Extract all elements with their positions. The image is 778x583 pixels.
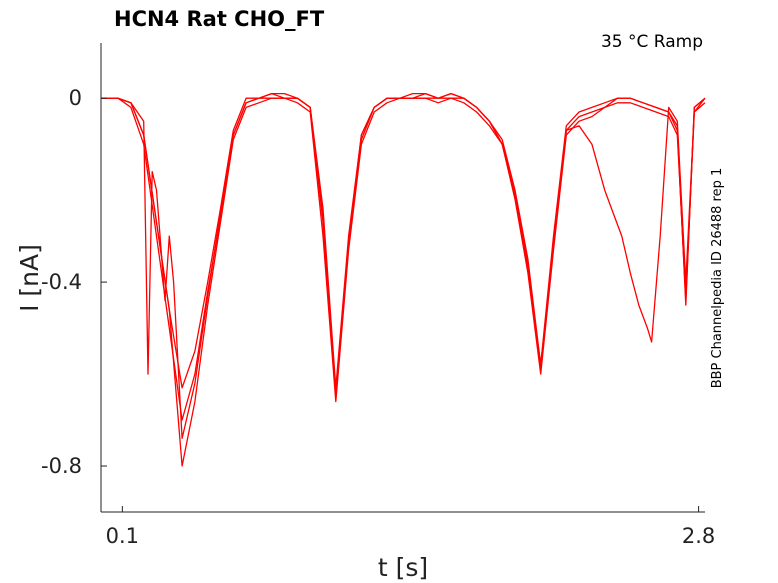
x-ticks: 0.1 2.8 xyxy=(106,506,715,548)
y-tick-label-0: 0 xyxy=(69,86,82,110)
side-label: BBP Channelpedia ID 26488 rep 1 xyxy=(710,168,725,389)
current-trace-4 xyxy=(101,97,706,440)
condition-label: 35 °C Ramp xyxy=(601,32,703,52)
x-tick-label-1: 2.8 xyxy=(682,524,715,548)
trace-group xyxy=(101,92,706,467)
y-axis-label: I [nA] xyxy=(15,244,44,312)
y-ticks: 0 -0.4 -0.8 xyxy=(41,86,107,478)
y-tick-label-2: -0.8 xyxy=(41,454,82,478)
x-tick-label-0: 0.1 xyxy=(106,524,139,548)
y-tick-label-1: -0.4 xyxy=(41,270,82,294)
x-axis-label: t [s] xyxy=(378,553,428,582)
chart-title: HCN4 Rat CHO_FT xyxy=(114,7,325,31)
